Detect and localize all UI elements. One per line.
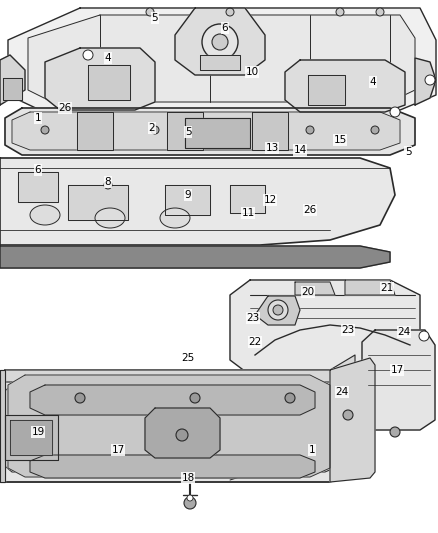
Polygon shape xyxy=(362,330,435,430)
Polygon shape xyxy=(330,358,375,482)
Text: 24: 24 xyxy=(397,327,411,337)
Circle shape xyxy=(187,495,193,501)
Polygon shape xyxy=(167,112,203,150)
Polygon shape xyxy=(12,112,400,150)
Circle shape xyxy=(75,393,85,403)
Text: 23: 23 xyxy=(341,325,355,335)
Text: 9: 9 xyxy=(185,190,191,200)
Text: 14: 14 xyxy=(293,145,307,155)
Circle shape xyxy=(371,126,379,134)
Polygon shape xyxy=(8,8,436,110)
Polygon shape xyxy=(295,282,335,295)
Polygon shape xyxy=(165,185,210,215)
Polygon shape xyxy=(88,65,130,100)
Circle shape xyxy=(285,393,295,403)
Polygon shape xyxy=(77,112,113,150)
Text: 22: 22 xyxy=(248,337,261,347)
Polygon shape xyxy=(45,48,155,110)
Polygon shape xyxy=(0,55,25,105)
Polygon shape xyxy=(5,108,415,155)
Circle shape xyxy=(104,181,112,189)
Polygon shape xyxy=(345,280,395,295)
Text: 11: 11 xyxy=(241,208,254,218)
Polygon shape xyxy=(185,118,250,148)
Circle shape xyxy=(343,410,353,420)
Circle shape xyxy=(212,34,228,50)
Polygon shape xyxy=(230,185,265,213)
Ellipse shape xyxy=(160,208,190,228)
Polygon shape xyxy=(0,385,348,472)
Polygon shape xyxy=(8,375,330,477)
Circle shape xyxy=(306,126,314,134)
Polygon shape xyxy=(0,246,390,268)
Text: 20: 20 xyxy=(301,287,314,297)
Polygon shape xyxy=(255,296,300,325)
Text: 18: 18 xyxy=(181,473,194,483)
Ellipse shape xyxy=(30,205,60,225)
Polygon shape xyxy=(285,60,405,112)
Polygon shape xyxy=(0,370,365,482)
Text: 4: 4 xyxy=(105,53,111,63)
Circle shape xyxy=(151,126,159,134)
Circle shape xyxy=(83,50,93,60)
Text: 19: 19 xyxy=(32,427,45,437)
Text: 25: 25 xyxy=(181,353,194,363)
Circle shape xyxy=(425,75,435,85)
Circle shape xyxy=(184,497,196,509)
Polygon shape xyxy=(28,15,415,102)
Text: 26: 26 xyxy=(304,205,317,215)
Polygon shape xyxy=(230,280,420,375)
Text: 23: 23 xyxy=(246,313,260,323)
Text: 12: 12 xyxy=(263,195,277,205)
Text: 21: 21 xyxy=(380,283,394,293)
Circle shape xyxy=(273,305,283,315)
Polygon shape xyxy=(18,172,58,202)
Text: 17: 17 xyxy=(390,365,404,375)
Circle shape xyxy=(176,429,188,441)
Circle shape xyxy=(390,107,400,117)
Polygon shape xyxy=(0,370,5,482)
Polygon shape xyxy=(3,78,22,100)
Polygon shape xyxy=(30,455,315,478)
Circle shape xyxy=(202,24,238,60)
Text: 15: 15 xyxy=(333,135,346,145)
Circle shape xyxy=(226,8,234,16)
Circle shape xyxy=(376,8,384,16)
Text: 6: 6 xyxy=(222,23,228,33)
Circle shape xyxy=(336,8,344,16)
Text: 5: 5 xyxy=(152,13,158,23)
Polygon shape xyxy=(308,75,345,105)
Polygon shape xyxy=(10,420,52,455)
Circle shape xyxy=(390,427,400,437)
Ellipse shape xyxy=(95,208,125,228)
Circle shape xyxy=(190,393,200,403)
Circle shape xyxy=(268,300,288,320)
Text: 1: 1 xyxy=(309,445,315,455)
Circle shape xyxy=(41,126,49,134)
Text: 1: 1 xyxy=(35,113,41,123)
Circle shape xyxy=(146,8,154,16)
Text: 6: 6 xyxy=(35,165,41,175)
Text: 13: 13 xyxy=(265,143,279,153)
Text: 17: 17 xyxy=(111,445,125,455)
Polygon shape xyxy=(30,385,315,415)
Polygon shape xyxy=(0,158,395,245)
Polygon shape xyxy=(175,8,265,75)
Polygon shape xyxy=(252,112,288,150)
Circle shape xyxy=(419,331,429,341)
Text: 4: 4 xyxy=(370,77,376,87)
Polygon shape xyxy=(5,355,355,382)
Text: 5: 5 xyxy=(405,147,411,157)
Polygon shape xyxy=(68,185,128,220)
Text: 24: 24 xyxy=(336,387,349,397)
Text: 10: 10 xyxy=(245,67,258,77)
Polygon shape xyxy=(5,415,58,460)
Text: 26: 26 xyxy=(58,103,72,113)
Polygon shape xyxy=(145,408,220,458)
Text: 2: 2 xyxy=(148,123,155,133)
Polygon shape xyxy=(415,58,436,105)
Text: 8: 8 xyxy=(105,177,111,187)
Text: 5: 5 xyxy=(185,127,191,137)
Polygon shape xyxy=(200,55,240,70)
